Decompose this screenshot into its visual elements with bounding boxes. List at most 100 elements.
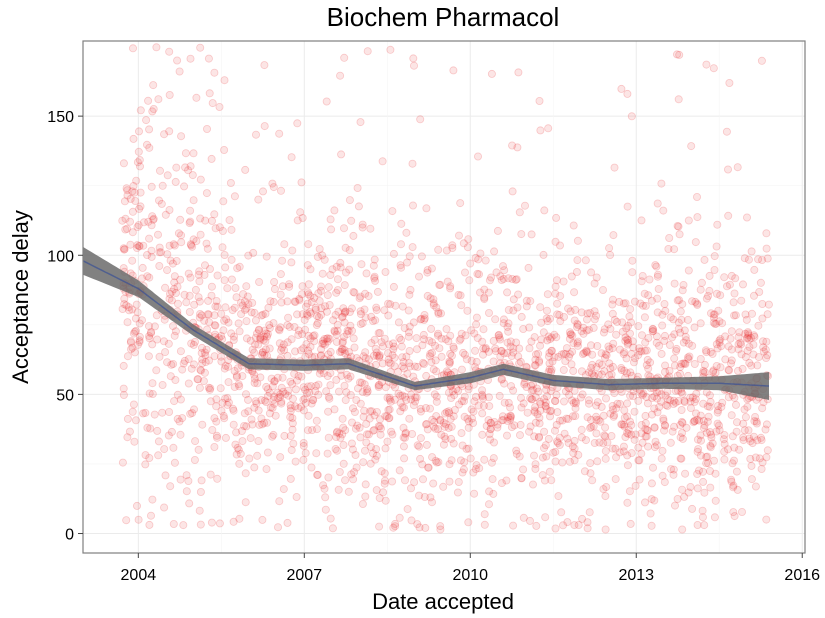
data-point	[463, 414, 472, 423]
data-point	[306, 334, 315, 343]
data-point	[762, 420, 771, 429]
data-point	[304, 331, 313, 340]
data-point	[590, 315, 599, 324]
data-point	[185, 218, 194, 227]
data-point	[326, 270, 335, 279]
data-point	[208, 99, 217, 108]
data-point	[165, 91, 174, 100]
data-point	[286, 431, 295, 440]
data-point	[363, 47, 372, 56]
data-point	[677, 454, 686, 463]
data-point	[706, 483, 715, 492]
data-point	[608, 309, 617, 318]
data-point	[551, 524, 560, 533]
data-point	[216, 384, 225, 393]
data-point	[664, 395, 673, 404]
data-point	[290, 322, 299, 331]
data-point	[317, 345, 326, 354]
data-point	[509, 306, 518, 315]
data-point	[547, 476, 556, 485]
data-point	[152, 366, 161, 375]
data-point	[277, 346, 286, 355]
data-point	[622, 354, 631, 363]
data-point	[540, 476, 549, 485]
x-axis: 2004 2007 2010 2013 2016	[121, 553, 820, 584]
data-point	[389, 282, 398, 291]
data-point	[693, 435, 702, 444]
data-point	[275, 339, 284, 348]
data-point	[652, 332, 661, 341]
data-point	[698, 467, 707, 476]
data-point	[526, 516, 535, 525]
data-point	[439, 418, 448, 427]
data-point	[143, 272, 152, 281]
data-point	[242, 422, 251, 431]
data-point	[685, 352, 694, 361]
data-point	[283, 297, 292, 306]
data-point	[661, 361, 670, 370]
data-point	[250, 374, 259, 383]
data-point	[188, 171, 197, 180]
data-point	[125, 306, 134, 315]
data-point	[398, 391, 407, 400]
data-point	[278, 256, 287, 265]
data-point	[128, 343, 137, 352]
data-point	[456, 199, 465, 208]
data-point	[144, 96, 153, 105]
data-point	[360, 446, 369, 455]
data-point	[761, 425, 770, 434]
data-point	[724, 342, 733, 351]
data-point	[555, 416, 564, 425]
data-point	[255, 277, 264, 286]
data-point	[557, 350, 566, 359]
data-point	[135, 336, 144, 345]
data-point	[623, 498, 632, 507]
data-point	[394, 318, 403, 327]
data-point	[653, 199, 662, 208]
data-point	[506, 415, 515, 424]
data-point	[474, 401, 483, 410]
data-point	[623, 428, 632, 437]
data-point	[666, 396, 675, 405]
data-point	[405, 359, 414, 368]
data-point	[177, 231, 186, 240]
data-point	[678, 286, 687, 295]
data-point	[642, 432, 651, 441]
data-point	[231, 440, 240, 449]
data-point	[724, 365, 733, 374]
data-point	[306, 382, 315, 391]
data-point	[277, 383, 286, 392]
data-point	[759, 343, 768, 352]
data-point	[165, 407, 174, 416]
data-point	[711, 496, 720, 505]
data-point	[375, 494, 384, 503]
data-point	[551, 289, 560, 298]
data-point	[173, 299, 182, 308]
data-point	[554, 352, 563, 361]
data-point	[489, 438, 498, 447]
data-point	[492, 268, 501, 277]
data-point	[716, 291, 725, 300]
data-point	[573, 322, 582, 331]
data-point	[123, 224, 132, 233]
data-point	[293, 216, 302, 225]
data-point	[380, 306, 389, 315]
data-point	[669, 399, 678, 408]
data-point	[131, 196, 140, 205]
data-point	[195, 383, 204, 392]
data-point	[730, 311, 739, 320]
data-point	[487, 273, 496, 282]
data-point	[670, 330, 679, 339]
data-point	[730, 456, 739, 465]
data-point	[637, 277, 646, 286]
data-point	[310, 337, 319, 346]
data-point	[587, 423, 596, 432]
data-point	[755, 287, 764, 296]
data-point	[203, 244, 212, 253]
data-point	[696, 354, 705, 363]
y-tick-label: 150	[47, 109, 74, 126]
data-point	[655, 341, 664, 350]
data-point	[464, 444, 473, 453]
data-point	[587, 268, 596, 277]
data-point	[649, 463, 658, 472]
